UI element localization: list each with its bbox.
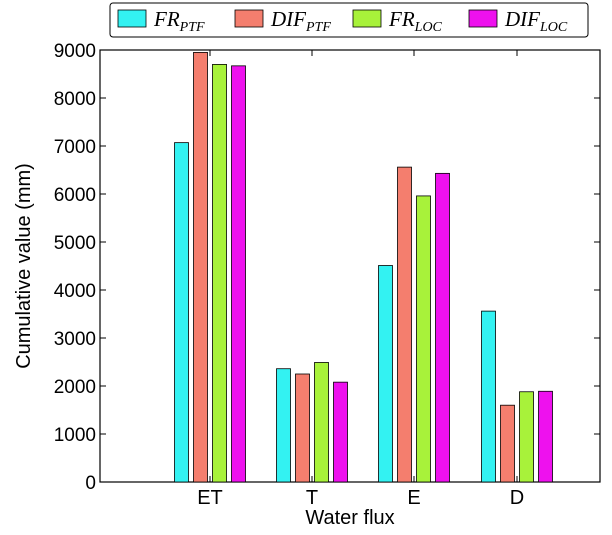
bar-D-series-2: [519, 391, 534, 483]
bar-E-series-3: [435, 172, 450, 483]
legend-label-2: FRLOC: [388, 7, 443, 35]
bar-ET-series-3: [231, 65, 246, 483]
bar-ET-series-1: [193, 52, 208, 483]
y-tick-label: 3000: [54, 329, 96, 350]
x-tick-label-T: T: [306, 487, 318, 509]
y-tick-label: 5000: [54, 233, 96, 254]
y-tick-label: 1000: [54, 425, 96, 446]
bar-T-series-2: [314, 362, 329, 483]
x-tick-label-E: E: [407, 487, 420, 509]
y-tick-label: 2000: [54, 377, 96, 398]
x-axis-label: Water flux: [305, 507, 394, 529]
legend: FRPTF DIFPTF FRLOC DIFLOC: [109, 2, 589, 38]
legend-swatch-0: [117, 9, 147, 28]
y-tick-label: 9000: [54, 41, 96, 62]
bar-T-series-3: [333, 381, 348, 483]
legend-box: [109, 2, 589, 38]
bar-D-series-3: [538, 390, 553, 483]
bar-E-series-0: [378, 265, 393, 483]
y-tick-label: 8000: [54, 89, 96, 110]
bar-E-series-1: [397, 166, 412, 483]
y-tick-label: 6000: [54, 185, 96, 206]
y-tick-label: 0: [85, 473, 96, 494]
bar-ET-series-2: [212, 64, 227, 483]
bar-D-series-0: [481, 310, 496, 483]
x-tick-label-ET: ET: [197, 487, 223, 509]
bar-T-series-1: [295, 373, 310, 483]
x-tick-label-D: D: [510, 487, 524, 509]
legend-swatch-2: [352, 9, 382, 28]
bar-T-series-0: [276, 368, 291, 483]
bar-D-series-1: [500, 404, 515, 483]
y-axis-label: Cumulative value (mm): [13, 163, 35, 369]
axis-ticks: 0 1000 2000 3000 4000 5000 6000 7000 8000 9000 ET T…: [54, 41, 600, 509]
bar-ET-series-0: [174, 142, 189, 483]
plot-frame: [99, 49, 601, 483]
bar-E-series-2: [416, 195, 431, 483]
legend-swatch-1: [234, 9, 264, 28]
legend-swatch-3: [468, 9, 498, 28]
legend-label-1: DIFPTF: [270, 7, 331, 35]
y-tick-label: 4000: [54, 281, 96, 302]
legend-label-0: FRPTF: [153, 7, 205, 35]
legend-label-3: DIFLOC: [504, 7, 568, 35]
y-tick-label: 7000: [54, 137, 96, 158]
bars: [174, 52, 553, 483]
